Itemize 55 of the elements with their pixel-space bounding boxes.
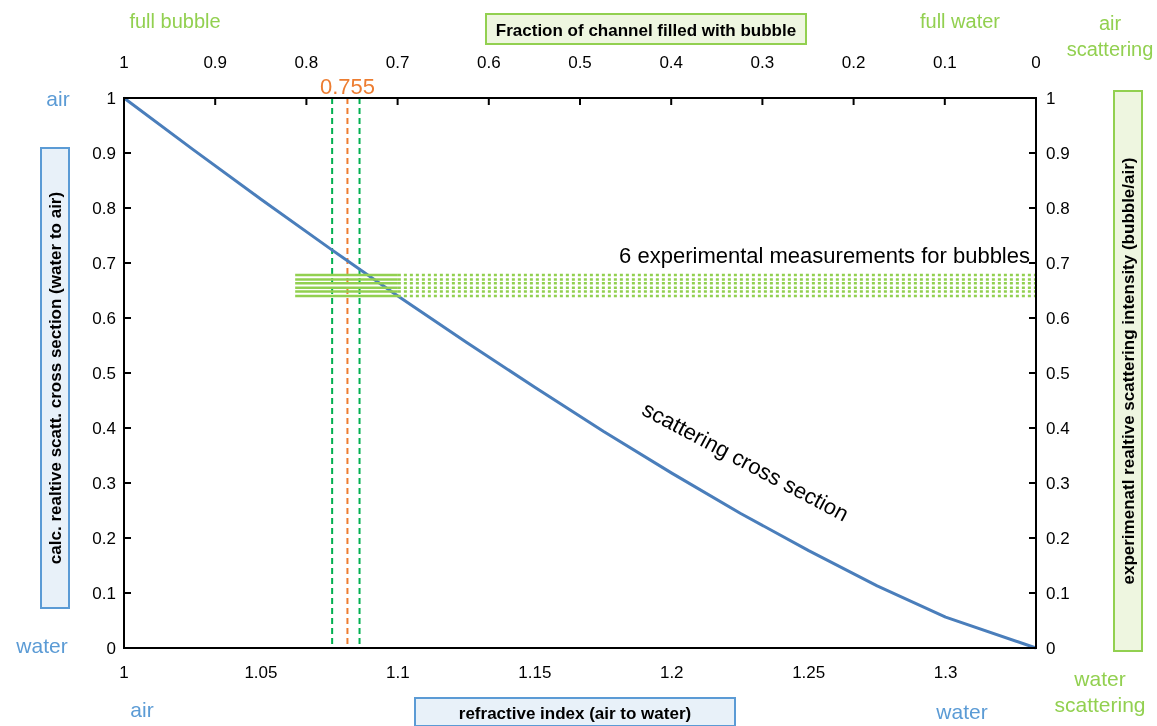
x2-axis-title: Fraction of channel filled with bubble <box>495 21 797 40</box>
x2-tick-label: 0.6 <box>476 53 501 72</box>
line-series <box>122 96 1038 650</box>
y2-tick-label: 0.4 <box>1046 419 1070 438</box>
annotation: 6 experimental measurements for bubbles <box>619 243 1030 268</box>
text: water <box>935 700 988 723</box>
y2-tick-label: 0.1 <box>1046 584 1070 603</box>
y-tick-label: 1 <box>106 89 116 108</box>
y-tick-label: 0.1 <box>92 584 116 603</box>
x2-tick-label: 1 <box>119 53 129 72</box>
x-tick-label: 1.15 <box>518 663 552 682</box>
y2-tick-label: 0.7 <box>1046 254 1070 273</box>
x2-tick-label: 0.8 <box>294 53 319 72</box>
ref-line-label: 0.755 <box>319 74 375 99</box>
y2-tick-label: 0.2 <box>1046 529 1070 548</box>
x2-tick-label: 0 <box>1031 53 1041 72</box>
y2-tick-label: 1 <box>1046 89 1056 108</box>
y-tick-label: 0.6 <box>92 309 116 328</box>
text: air <box>130 698 154 721</box>
text: full water <box>919 10 1001 32</box>
x-axis-title: refractive index (air to water) <box>458 704 692 723</box>
y-tick-label: 0.3 <box>92 474 116 493</box>
x-tick-label: 1.05 <box>244 663 278 682</box>
y-tick-label: 0.7 <box>92 254 116 273</box>
y-tick-label: 0.5 <box>92 364 116 383</box>
y-axis-title: calc. realtive scatt. cross section (water to air) <box>46 191 65 565</box>
y2-tick-label: 0.5 <box>1046 364 1070 383</box>
x2-tick-label: 0.3 <box>750 53 775 72</box>
text: air <box>46 87 70 110</box>
x-tick-label: 1 <box>119 663 129 682</box>
x-tick-label: 1.3 <box>933 663 958 682</box>
x2-tick-label: 0.1 <box>932 53 957 72</box>
y-tick-label: 0.9 <box>92 144 116 163</box>
text: air scattering <box>1066 12 1154 60</box>
y2-axis-title: experimenatl realtive scattering intensity (bubble/air) <box>1119 157 1138 585</box>
x-tick-label: 1.1 <box>386 663 410 682</box>
x2-tick-label: 0.7 <box>385 53 410 72</box>
text: water <box>15 634 68 657</box>
x2-tick-label: 0.2 <box>841 53 866 72</box>
y2-tick-label: 0.9 <box>1046 144 1070 163</box>
y-tick-label: 0 <box>106 639 116 658</box>
text: water scattering <box>1054 667 1146 716</box>
x2-tick-label: 0.9 <box>203 53 228 72</box>
x-tick-label: 1.2 <box>659 663 684 682</box>
y2-tick-label: 0.6 <box>1046 309 1070 328</box>
text: full bubble <box>129 10 221 32</box>
y-tick-label: 0.2 <box>92 529 116 548</box>
x2-tick-label: 0.5 <box>568 53 592 72</box>
y-tick-label: 0.8 <box>92 199 116 218</box>
y2-tick-label: 0.3 <box>1046 474 1070 493</box>
y2-tick-label: 0 <box>1046 639 1056 658</box>
y2-tick-label: 0.8 <box>1046 199 1070 218</box>
y-tick-label: 0.4 <box>92 419 116 438</box>
x-tick-label: 1.25 <box>792 663 826 682</box>
x2-tick-label: 0.4 <box>659 53 684 72</box>
